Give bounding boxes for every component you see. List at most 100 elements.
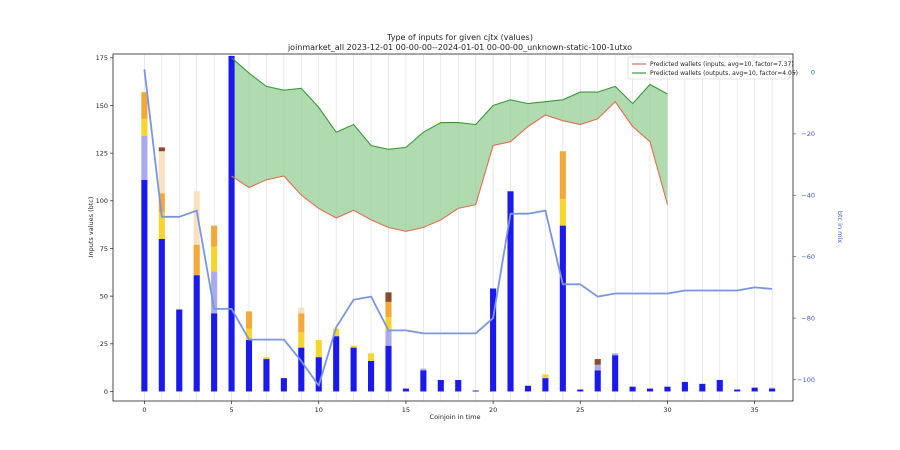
bar-remix-yellow-13	[368, 353, 375, 361]
y-tick-label-100: 100	[96, 197, 108, 205]
x-tick-label-30: 30	[663, 406, 671, 414]
bar-remix-yellow-1	[158, 212, 165, 239]
y2-tick-label-0: 0	[811, 69, 815, 77]
bar-remix-orange-6	[245, 311, 253, 329]
bar-remix-yellow-11	[333, 328, 340, 337]
bar-fresh-33	[716, 380, 723, 392]
bar-remix-orange-14	[385, 301, 392, 318]
x-tick-label-15: 15	[402, 406, 410, 414]
bar-fresh-25	[577, 389, 584, 392]
legend-label-0: Predicted wallets (inputs, avg=10, facto…	[650, 61, 794, 68]
bar-remix-light-14	[385, 330, 392, 346]
chart-subtitle: joinmarket_all 2023-12-01 00-00-00--2024…	[287, 43, 632, 52]
bar-remix-light-4	[211, 271, 218, 314]
bar-fresh-2	[176, 309, 183, 392]
bar-remix-light-26	[594, 364, 601, 371]
y2-tick-label-1: −20	[801, 130, 815, 138]
bar-fresh-34	[734, 389, 741, 392]
line-predicted-outputs	[231, 57, 668, 150]
bar-fresh-15	[402, 388, 409, 392]
y-tick-label-0: 0	[104, 388, 108, 396]
bar-remix-orange-0	[141, 92, 148, 119]
x-tick-label-5: 5	[229, 406, 233, 414]
bar-fresh-23	[542, 378, 549, 392]
bar-remix-orange-1	[158, 193, 165, 213]
bar-remix-peach-1	[158, 151, 165, 194]
bar-fresh-31	[681, 381, 688, 392]
x-tick-label-35: 35	[751, 406, 759, 414]
bar-remix-light-27	[612, 353, 619, 356]
y-axis-label: Inputs values (btc)	[87, 197, 95, 258]
bar-remix-light-0	[141, 135, 148, 180]
bar-remix-yellow-23	[542, 374, 549, 379]
bar-remix-yellow-4	[211, 246, 218, 272]
bar-fresh-11	[333, 336, 340, 392]
bar-fresh-22	[524, 385, 532, 392]
bar-fresh-17	[437, 380, 444, 392]
bar-fresh-21	[507, 191, 514, 392]
bar-remix-orange-4	[211, 225, 218, 247]
bar-remix-yellow-0	[141, 118, 148, 136]
bar-fresh-24	[559, 225, 566, 392]
bar-remix-yellow-6	[245, 328, 253, 340]
bar-fresh-27	[612, 355, 619, 392]
bar-fresh-0	[141, 179, 148, 392]
y-tick-label-75: 75	[100, 245, 108, 253]
bar-fresh-26	[594, 370, 601, 392]
bar-fresh-5	[228, 55, 235, 392]
chart-title: Type of inputs for given cjtx (values)	[386, 33, 533, 42]
bar-fresh-20	[490, 288, 497, 392]
bar-fresh-18	[455, 380, 462, 392]
x-tick-label-0: 0	[142, 406, 146, 414]
bar-remix-brown-14	[385, 292, 392, 302]
y2-axis-label: btc in mix	[836, 211, 844, 243]
bar-remix-orange-24	[559, 151, 566, 199]
fill-between-area	[231, 57, 668, 232]
plot-frame	[112, 53, 794, 402]
bar-fresh-32	[699, 383, 706, 392]
bar-fresh-8	[280, 378, 287, 392]
bar-fresh-13	[368, 360, 375, 392]
bar-remix-light-36	[769, 387, 776, 389]
bar-fresh-29	[646, 388, 654, 392]
bar-fresh-36	[769, 388, 776, 392]
y2-tick-label-5: −100	[797, 376, 815, 384]
bar-fresh-6	[245, 339, 253, 392]
bar-remix-peach-3	[193, 191, 200, 245]
y2-tick-label-2: −40	[801, 192, 815, 200]
bar-fresh-16	[420, 370, 427, 392]
plot-layer: 0 5 10 15 20 25 30 35 0 25 50 75 100 125 150 175 0 −20 −40…	[96, 53, 815, 414]
bar-remix-orange-9	[298, 313, 305, 333]
bar-remix-yellow-7	[263, 357, 270, 360]
x-tick-label-25: 25	[576, 406, 584, 414]
bar-remix-peach-9	[298, 307, 305, 314]
legend: Predicted wallets (inputs, avg=10, facto…	[627, 56, 798, 80]
line-predicted-inputs	[231, 100, 669, 232]
bar-remix-yellow-9	[298, 332, 305, 348]
bar-remix-yellow-24	[559, 198, 566, 226]
y-tick-label-125: 125	[96, 149, 108, 157]
y-tick-label-150: 150	[96, 102, 108, 110]
bar-remix-brown-1	[158, 147, 165, 152]
bar-fresh-28	[629, 386, 636, 392]
bar-fresh-9	[298, 347, 305, 392]
bar-remix-light-16	[420, 368, 427, 371]
bar-remix-yellow-10	[315, 339, 322, 358]
y-tick-label-50: 50	[100, 292, 108, 300]
bar-remix-yellow-14	[385, 317, 392, 331]
bar-fresh-7	[263, 359, 270, 392]
x-axis-label: Coinjoin in time	[430, 413, 481, 421]
bar-fresh-14	[385, 345, 392, 392]
line-btc-in-mix	[143, 69, 773, 387]
bar-fresh-10	[315, 357, 322, 392]
legend-box	[627, 56, 791, 80]
y-tick-label-175: 175	[96, 54, 108, 62]
bar-fresh-4	[211, 313, 218, 392]
x-tick-label-10: 10	[315, 406, 323, 414]
bar-fresh-3	[193, 275, 200, 392]
bar-fresh-35	[751, 387, 758, 392]
bar-fresh-12	[350, 347, 357, 392]
bar-fresh-30	[664, 386, 671, 392]
bar-fresh-1	[158, 238, 165, 392]
